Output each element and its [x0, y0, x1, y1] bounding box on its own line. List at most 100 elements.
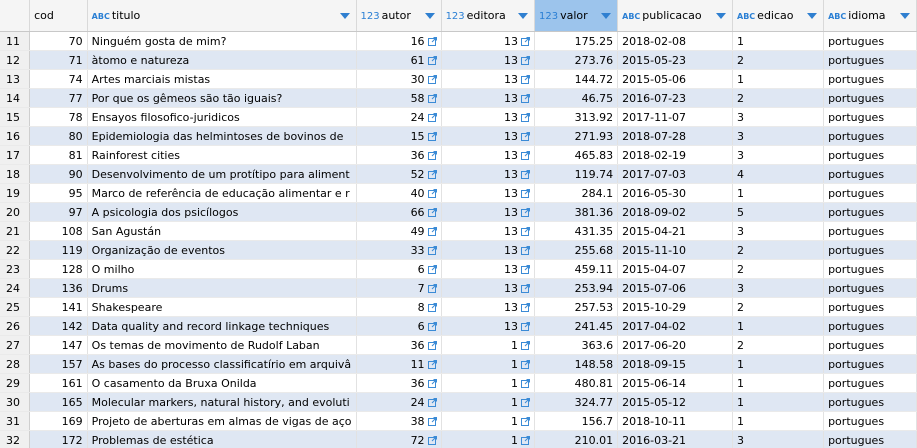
cell[interactable]: Ensayos filosofico-juridicos — [87, 107, 357, 127]
link-icon[interactable] — [427, 340, 437, 350]
column-header[interactable]: 123 valor — [534, 0, 619, 32]
cell[interactable]: 49 — [356, 221, 442, 241]
column-header[interactable]: 123 autor — [356, 0, 442, 32]
row-number[interactable]: 28 — [0, 354, 31, 374]
cell[interactable]: 3 — [732, 430, 825, 448]
cell[interactable]: 2 — [732, 259, 825, 279]
link-icon[interactable] — [521, 321, 531, 331]
cell[interactable]: 2018-02-19 — [617, 145, 733, 165]
cell[interactable]: 2015-05-12 — [617, 392, 733, 412]
cell[interactable]: 38 — [356, 411, 442, 431]
cell[interactable]: 156.7 — [534, 411, 619, 431]
sort-arrow[interactable] — [807, 13, 818, 19]
row-number[interactable]: 27 — [0, 335, 31, 355]
row-number[interactable]: 18 — [0, 164, 31, 184]
cell[interactable]: 2015-05-06 — [617, 69, 733, 89]
sort-arrow[interactable] — [601, 13, 612, 19]
row-number[interactable]: 17 — [0, 145, 31, 165]
row-number[interactable]: 31 — [0, 411, 31, 431]
cell[interactable]: 13 — [441, 278, 536, 298]
cell[interactable]: 2015-10-29 — [617, 297, 733, 317]
cell[interactable]: 13 — [441, 183, 536, 203]
link-icon[interactable] — [521, 435, 531, 445]
cell[interactable]: 2017-07-03 — [617, 164, 733, 184]
cell[interactable]: 70 — [29, 31, 88, 51]
cell[interactable]: Shakespeare — [87, 297, 357, 317]
link-icon[interactable] — [521, 74, 531, 84]
table-row[interactable]: 23 128 O milho 6 13 459.11 2015-04-07 2 portugue… — [0, 259, 917, 279]
link-icon[interactable] — [521, 188, 531, 198]
column-header[interactable]: ABC edicao — [732, 0, 825, 32]
cell[interactable]: portugues — [823, 430, 917, 448]
cell[interactable]: 1 — [732, 411, 825, 431]
cell[interactable]: 2 — [732, 88, 825, 108]
cell[interactable]: portugues — [823, 354, 917, 374]
table-row[interactable]: 22 119 Organização de eventos 33 13 255.68 201… — [0, 240, 917, 260]
cell[interactable]: 2018-09-02 — [617, 202, 733, 222]
link-icon[interactable] — [521, 55, 531, 65]
cell[interactable]: 210.01 — [534, 430, 619, 448]
cell[interactable]: 13 — [441, 316, 536, 336]
cell[interactable]: 2015-11-10 — [617, 240, 733, 260]
cell[interactable]: 1 — [441, 430, 536, 448]
cell[interactable]: portugues — [823, 69, 917, 89]
row-number[interactable]: 14 — [0, 88, 31, 108]
row-number[interactable]: 22 — [0, 240, 31, 260]
cell[interactable]: 13 — [441, 202, 536, 222]
cell[interactable]: portugues — [823, 240, 917, 260]
cell[interactable]: 80 — [29, 126, 88, 146]
cell[interactable]: 61 — [356, 50, 442, 70]
link-icon[interactable] — [521, 397, 531, 407]
cell[interactable]: 128 — [29, 259, 88, 279]
link-icon[interactable] — [427, 207, 437, 217]
cell[interactable]: 30 — [356, 69, 442, 89]
sort-arrow[interactable] — [339, 13, 350, 19]
cell[interactable]: 13 — [441, 240, 536, 260]
link-icon[interactable] — [521, 131, 531, 141]
cell[interactable]: 2018-02-08 — [617, 31, 733, 51]
cell[interactable]: 46.75 — [534, 88, 619, 108]
cell[interactable]: portugues — [823, 221, 917, 241]
cell[interactable]: portugues — [823, 202, 917, 222]
cell[interactable]: 253.94 — [534, 278, 619, 298]
cell[interactable]: Ninguém gosta de mim? — [87, 31, 357, 51]
link-icon[interactable] — [521, 283, 531, 293]
cell[interactable]: 13 — [441, 31, 536, 51]
cell[interactable]: Drums — [87, 278, 357, 298]
cell[interactable]: 13 — [441, 107, 536, 127]
cell[interactable]: 8 — [356, 297, 442, 317]
cell[interactable]: 16 — [356, 31, 442, 51]
cell[interactable]: 3 — [732, 278, 825, 298]
cell[interactable]: 157 — [29, 354, 88, 374]
cell[interactable]: 119 — [29, 240, 88, 260]
table-row[interactable]: 24 136 Drums 7 13 253.94 2015-07-06 3 portugues — [0, 278, 917, 298]
table-row[interactable]: 12 71 àtomo e natureza 61 13 273.76 2015-05-23… — [0, 50, 917, 70]
cell[interactable]: 3 — [732, 107, 825, 127]
link-icon[interactable] — [427, 378, 437, 388]
cell[interactable]: 2 — [732, 335, 825, 355]
cell[interactable]: àtomo e natureza — [87, 50, 357, 70]
link-icon[interactable] — [427, 245, 437, 255]
cell[interactable]: 24 — [356, 392, 442, 412]
cell[interactable]: portugues — [823, 278, 917, 298]
cell[interactable]: 1 — [732, 31, 825, 51]
row-number[interactable]: 15 — [0, 107, 31, 127]
cell[interactable]: 2015-07-06 — [617, 278, 733, 298]
link-icon[interactable] — [427, 226, 437, 236]
link-icon[interactable] — [521, 378, 531, 388]
cell[interactable]: 1 — [732, 373, 825, 393]
row-number[interactable]: 16 — [0, 126, 31, 146]
cell[interactable]: 1 — [732, 69, 825, 89]
cell[interactable]: 2015-05-23 — [617, 50, 733, 70]
link-icon[interactable] — [521, 226, 531, 236]
cell[interactable]: 313.92 — [534, 107, 619, 127]
cell[interactable]: Desenvolvimento de um protítipo para ali… — [87, 164, 357, 184]
cell[interactable]: 169 — [29, 411, 88, 431]
link-icon[interactable] — [427, 55, 437, 65]
cell[interactable]: 13 — [441, 50, 536, 70]
cell[interactable]: portugues — [823, 183, 917, 203]
cell[interactable]: 241.45 — [534, 316, 619, 336]
cell[interactable]: portugues — [823, 335, 917, 355]
cell[interactable]: Artes marciais mistas — [87, 69, 357, 89]
cell[interactable]: 13 — [441, 69, 536, 89]
